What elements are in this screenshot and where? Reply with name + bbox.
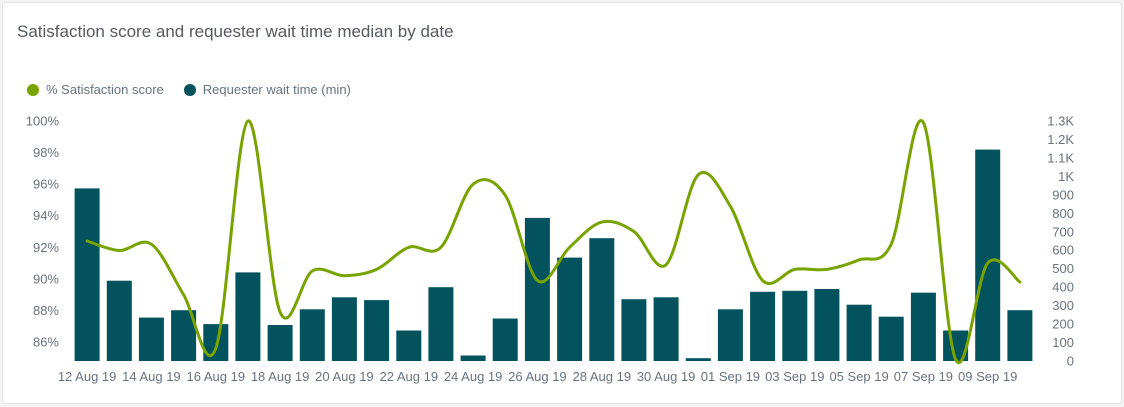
left-axis-tick-label: 96% <box>33 177 59 192</box>
bar <box>750 291 776 361</box>
left-axis-tick-label: 98% <box>33 145 59 160</box>
bar <box>782 290 808 361</box>
bar <box>910 292 936 361</box>
right-axis-tick-label: 500 <box>1052 261 1074 276</box>
x-axis-tick-label: 26 Aug 19 <box>508 369 567 384</box>
bar <box>557 257 583 361</box>
x-axis-tick-label: 03 Sep 19 <box>765 369 824 384</box>
x-axis-tick-label: 24 Aug 19 <box>444 369 503 384</box>
x-axis-tick-label: 18 Aug 19 <box>251 369 310 384</box>
x-axis: 12 Aug 19 14 Aug 19 16 Aug 19 18 Aug 19 20 A… <box>58 369 1018 384</box>
right-axis-tick-label: 800 <box>1052 206 1074 221</box>
right-axis-tick-label: 300 <box>1052 298 1074 313</box>
bar <box>621 299 647 361</box>
bar <box>331 297 357 361</box>
bar <box>460 355 486 361</box>
bar <box>878 316 904 361</box>
right-axis-tick-label: 400 <box>1052 280 1074 295</box>
legend-item-wait-time[interactable]: Requester wait time (min) <box>183 82 351 97</box>
right-axis-tick-label: 0 <box>1067 354 1074 369</box>
right-axis: 0 100 200 300 400 500 600 700 800 900 1K 1.1K 1.2K 1.… <box>1047 114 1074 369</box>
bar <box>364 300 390 361</box>
legend-swatch-satisfaction <box>27 83 39 96</box>
right-axis-tick-label: 1.3K <box>1047 114 1074 129</box>
right-axis-tick-label: 1K <box>1058 169 1074 184</box>
legend-swatch-wait-time <box>183 83 196 96</box>
bar-series-wait-time <box>74 149 1033 361</box>
right-axis-tick-label: 900 <box>1052 187 1074 202</box>
left-axis-tick-label: 88% <box>33 303 59 318</box>
left-axis: 86% 88% 90% 92% 94% 96% 98% 100% <box>26 114 60 350</box>
x-axis-tick-label: 16 Aug 19 <box>187 369 246 384</box>
chart-title: Satisfaction score and requester wait ti… <box>17 22 454 41</box>
bar <box>589 238 615 361</box>
left-axis-tick-label: 90% <box>33 271 59 286</box>
bar <box>74 188 100 361</box>
legend-item-satisfaction[interactable]: % Satisfaction score <box>27 82 164 97</box>
right-axis-tick-label: 1.2K <box>1047 132 1074 147</box>
bar <box>975 149 1001 361</box>
bar <box>267 325 293 361</box>
bar <box>653 297 679 361</box>
left-axis-tick-label: 86% <box>33 335 59 350</box>
bar <box>299 309 325 361</box>
legend-label-satisfaction: % Satisfaction score <box>46 82 164 97</box>
left-axis-tick-label: 100% <box>26 114 60 129</box>
x-axis-tick-label: 22 Aug 19 <box>380 369 439 384</box>
x-axis-tick-label: 05 Sep 19 <box>829 369 888 384</box>
x-axis-tick-label: 20 Aug 19 <box>315 369 374 384</box>
x-axis-tick-label: 07 Sep 19 <box>894 369 953 384</box>
left-axis-tick-label: 92% <box>33 240 59 255</box>
bar <box>846 304 872 361</box>
satisfaction-line <box>85 118 1022 365</box>
bar <box>235 272 261 361</box>
x-axis-tick-label: 14 Aug 19 <box>122 369 181 384</box>
left-axis-tick-label: 94% <box>33 208 59 223</box>
bar <box>396 330 422 361</box>
bar <box>428 287 454 361</box>
x-axis-tick-label: 28 Aug 19 <box>573 369 632 384</box>
x-axis-tick-label: 12 Aug 19 <box>58 369 117 384</box>
bar <box>814 289 840 361</box>
bar <box>138 317 164 361</box>
bar <box>492 318 518 361</box>
bar <box>685 358 711 361</box>
bar <box>524 217 550 361</box>
right-axis-tick-label: 1.1K <box>1047 150 1074 165</box>
bar <box>717 309 743 361</box>
legend-label-wait-time: Requester wait time (min) <box>202 82 351 97</box>
bar <box>106 280 132 361</box>
x-axis-tick-label: 30 Aug 19 <box>637 369 696 384</box>
right-axis-tick-label: 100 <box>1052 335 1074 350</box>
x-axis-tick-label: 01 Sep 19 <box>701 369 760 384</box>
right-axis-tick-label: 200 <box>1052 317 1074 332</box>
chart-legend: % Satisfaction score Requester wait time… <box>27 82 351 97</box>
bar <box>1007 310 1033 361</box>
right-axis-tick-label: 600 <box>1052 243 1074 258</box>
x-axis-tick-label: 09 Sep 19 <box>958 369 1017 384</box>
right-axis-tick-label: 700 <box>1052 224 1074 239</box>
line-series-satisfaction <box>85 118 1022 365</box>
